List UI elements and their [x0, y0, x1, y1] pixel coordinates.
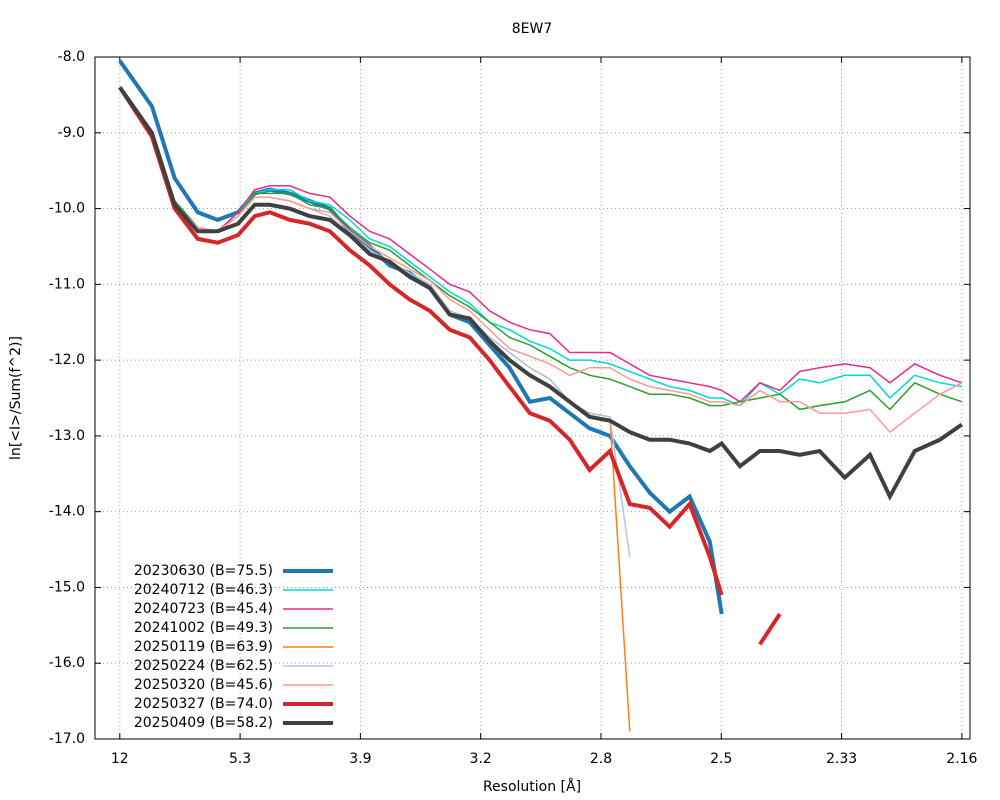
legend-label: 20250119 (B=63.9) — [134, 639, 273, 655]
series-line — [118, 59, 724, 615]
legend-label: 20250327 (B=74.0) — [134, 696, 273, 712]
y-tick-label: -10.0 — [49, 201, 85, 217]
x-tick-label: 3.2 — [470, 751, 492, 767]
y-tick-label: -11.0 — [49, 276, 85, 292]
y-tick-label: -14.0 — [49, 504, 85, 520]
y-tick-label: -12.0 — [49, 352, 85, 368]
legend-label: 20250224 (B=62.5) — [134, 658, 273, 674]
legend-label: 20240712 (B=46.3) — [134, 582, 273, 598]
legend-label: 20240723 (B=45.4) — [134, 601, 273, 617]
x-tick-label: 3.9 — [349, 751, 371, 767]
legend-label: 20230630 (B=75.5) — [134, 563, 273, 579]
series-line — [119, 86, 963, 403]
x-tick-label: 2.5 — [710, 751, 732, 767]
series-line — [118, 86, 782, 646]
series-line — [119, 86, 963, 434]
series-line — [119, 86, 963, 411]
series-line — [119, 86, 631, 558]
x-tick-label: 12 — [111, 751, 129, 767]
plot-frame — [94, 56, 971, 740]
legend-label: 20250320 (B=45.6) — [134, 677, 273, 693]
x-tick-label: 2.16 — [946, 751, 977, 767]
series-line — [119, 86, 963, 407]
y-tick-label: -8.0 — [58, 49, 85, 65]
x-tick-label: 2.33 — [826, 751, 857, 767]
y-tick-label: -17.0 — [49, 731, 85, 747]
chart-title: 8EW7 — [512, 21, 553, 37]
y-axis-label: ln[<I>/Sum(f^2)] — [8, 336, 24, 460]
series-line — [118, 86, 964, 501]
y-tick-label: -9.0 — [58, 125, 85, 141]
legend-label: 20241002 (B=49.3) — [134, 620, 273, 636]
y-tick-label: -15.0 — [49, 579, 85, 595]
x-tick-label: 2.8 — [590, 751, 612, 767]
x-tick-label: 5.3 — [229, 751, 251, 767]
y-tick-label: -16.0 — [49, 655, 85, 671]
y-tick-label: -13.0 — [49, 428, 85, 444]
x-axis-label: Resolution [Å] — [483, 778, 581, 795]
legend-label: 20250409 (B=58.2) — [134, 715, 273, 731]
